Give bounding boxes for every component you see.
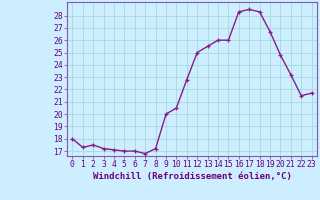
- X-axis label: Windchill (Refroidissement éolien,°C): Windchill (Refroidissement éolien,°C): [92, 172, 292, 181]
